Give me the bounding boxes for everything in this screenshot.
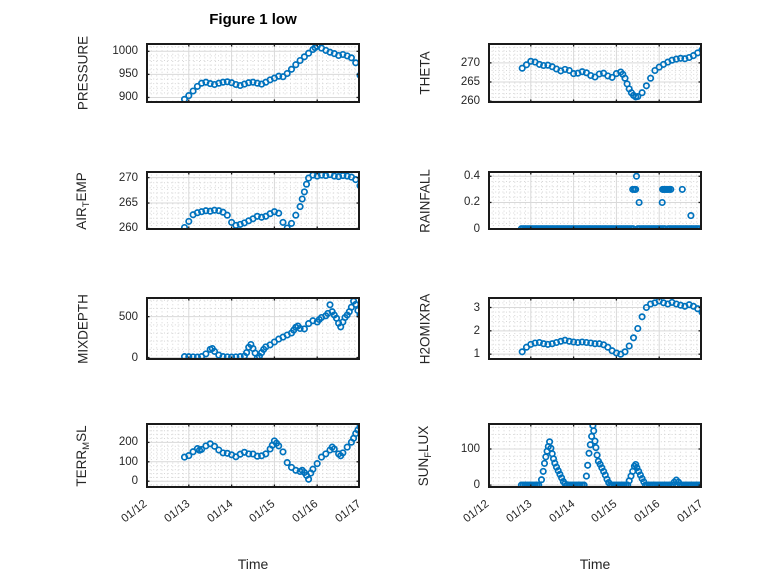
y-tick-label-theta: 260 bbox=[460, 95, 480, 108]
axis-box bbox=[146, 43, 360, 103]
plot-area-terr-msl bbox=[146, 423, 360, 488]
ylabel-h2omixra: H2OMIXRA bbox=[417, 293, 433, 364]
minor-grid bbox=[488, 171, 702, 230]
y-tick-label-pressure: 900 bbox=[118, 91, 138, 104]
subplot-mixdepth bbox=[146, 297, 360, 360]
figure-title: Figure 1 low bbox=[209, 11, 297, 28]
y-tick-label-rainfall: 0 bbox=[473, 222, 480, 235]
ylabel-mixdepth: MIXDEPTH bbox=[75, 293, 91, 364]
y-tick-label-theta: 270 bbox=[460, 56, 480, 69]
y-tick-label-rainfall: 0.4 bbox=[464, 170, 480, 183]
plot-area-pressure bbox=[146, 43, 360, 103]
ylabel-air-temp: AIRTEMP bbox=[74, 171, 92, 230]
axis-box bbox=[146, 171, 360, 230]
axis-box bbox=[488, 297, 702, 360]
y-tick-label-theta: 265 bbox=[460, 75, 480, 88]
plot-area-theta bbox=[488, 43, 702, 103]
x-axis-label-right: Time bbox=[579, 556, 611, 572]
y-tick-label-air-temp: 260 bbox=[118, 222, 138, 235]
minor-grid bbox=[488, 43, 702, 103]
plot-area-rainfall bbox=[488, 171, 702, 230]
ylabel-theta: THETA bbox=[417, 51, 433, 95]
subplot-sun-flux bbox=[488, 423, 702, 488]
major-grid bbox=[146, 43, 360, 103]
plot-area-sun-flux bbox=[488, 423, 702, 488]
subplot-pressure bbox=[146, 43, 360, 103]
axis-box bbox=[488, 423, 702, 488]
ylabel-sun-flux: SUNFLUX bbox=[416, 425, 434, 486]
plot-area-h2omixra bbox=[488, 297, 702, 360]
x-axis-label-left: Time bbox=[237, 556, 269, 572]
plot-area-mixdepth bbox=[146, 297, 360, 360]
y-tick-label-pressure: 1000 bbox=[112, 45, 138, 58]
plot-area-air-temp bbox=[146, 171, 360, 230]
subplot-air-temp bbox=[146, 171, 360, 230]
y-tick-label-h2omixra: 3 bbox=[473, 301, 480, 314]
y-tick-label-h2omixra: 2 bbox=[473, 324, 480, 337]
axis-box bbox=[488, 171, 702, 230]
axis-box bbox=[146, 423, 360, 488]
data-markers bbox=[518, 297, 702, 358]
y-tick-label-pressure: 950 bbox=[118, 68, 138, 81]
subplot-terr-msl bbox=[146, 423, 360, 488]
minor-grid bbox=[146, 171, 360, 230]
axis-box bbox=[488, 43, 702, 103]
ylabel-terr-msl: TERRMSL bbox=[74, 424, 92, 487]
data-markers bbox=[180, 171, 360, 230]
major-grid bbox=[146, 423, 360, 488]
y-tick-label-air-temp: 270 bbox=[118, 171, 138, 184]
y-tick-label-sun-flux: 0 bbox=[473, 479, 480, 492]
axis-box bbox=[146, 297, 360, 360]
subplot-theta bbox=[488, 43, 702, 103]
data-markers bbox=[518, 46, 702, 101]
y-tick-label-terr-msl: 100 bbox=[118, 455, 138, 468]
y-tick-label-terr-msl: 0 bbox=[131, 475, 138, 488]
y-tick-label-terr-msl: 200 bbox=[118, 436, 138, 449]
data-markers bbox=[180, 423, 360, 483]
y-tick-label-h2omixra: 1 bbox=[473, 348, 480, 361]
y-tick-label-rainfall: 0.2 bbox=[464, 196, 480, 209]
y-tick-label-mixdepth: 0 bbox=[131, 351, 138, 364]
y-tick-label-sun-flux: 100 bbox=[460, 443, 480, 455]
subplot-rainfall bbox=[488, 171, 702, 230]
y-tick-label-mixdepth: 500 bbox=[118, 310, 138, 323]
ylabel-rainfall: RAINFALL bbox=[417, 168, 433, 233]
data-markers bbox=[180, 297, 360, 360]
subplot-h2omixra bbox=[488, 297, 702, 360]
ylabel-pressure: PRESSURE bbox=[75, 35, 91, 111]
y-tick-label-air-temp: 265 bbox=[118, 197, 138, 210]
